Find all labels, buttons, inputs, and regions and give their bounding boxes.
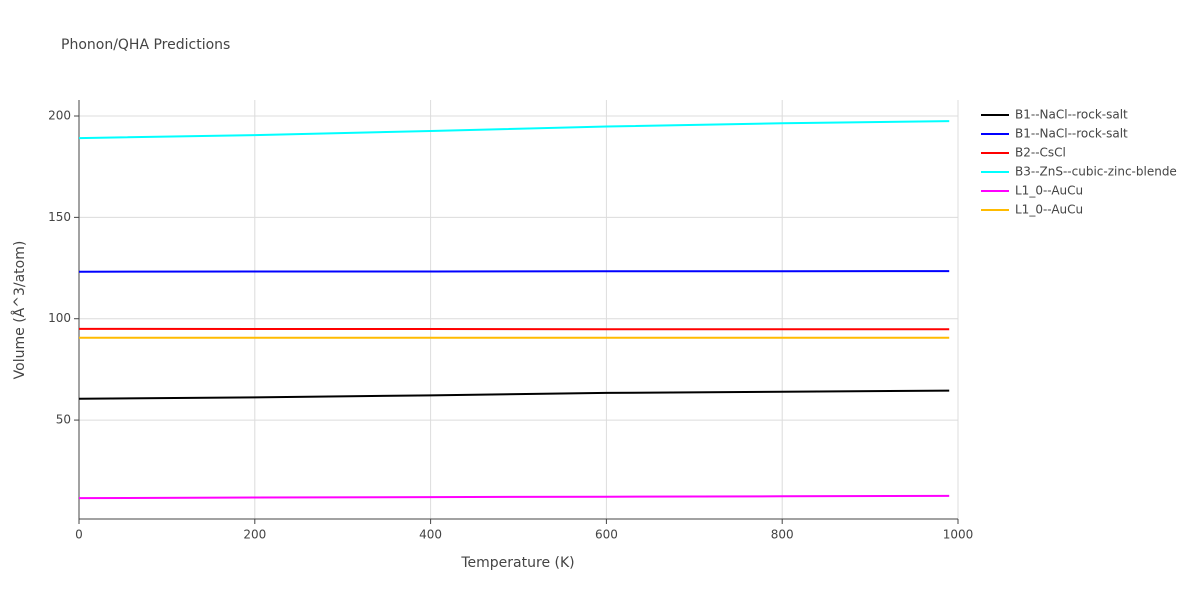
y-axis-label: Volume (Å^3/atom)	[11, 241, 28, 380]
chart-title: Phonon/QHA Predictions	[61, 37, 230, 53]
legend-label: L1_0--AuCu	[1015, 203, 1083, 217]
y-tick-label: 50	[56, 413, 71, 427]
legend-label: L1_0--AuCu	[1015, 184, 1083, 198]
series-line	[79, 121, 949, 138]
x-axis-label: Temperature (K)	[460, 555, 574, 571]
legend-label: B1--NaCl--rock-salt	[1015, 108, 1128, 122]
legend-label: B2--CsCl	[1015, 146, 1066, 160]
x-tick-label: 1000	[943, 528, 974, 542]
y-tick-label: 150	[48, 210, 71, 224]
x-tick-label: 600	[595, 528, 618, 542]
y-tick-label: 100	[48, 311, 71, 325]
series-line	[79, 391, 949, 399]
y-tick-label: 200	[48, 109, 71, 123]
series-line	[79, 271, 949, 272]
x-tick-label: 200	[243, 528, 266, 542]
legend-label: B1--NaCl--rock-salt	[1015, 127, 1128, 141]
x-tick-label: 800	[771, 528, 794, 542]
x-tick-label: 400	[419, 528, 442, 542]
legend-label: B3--ZnS--cubic-zinc-blende	[1015, 165, 1177, 179]
x-tick-label: 0	[75, 528, 83, 542]
series-line	[79, 496, 949, 498]
